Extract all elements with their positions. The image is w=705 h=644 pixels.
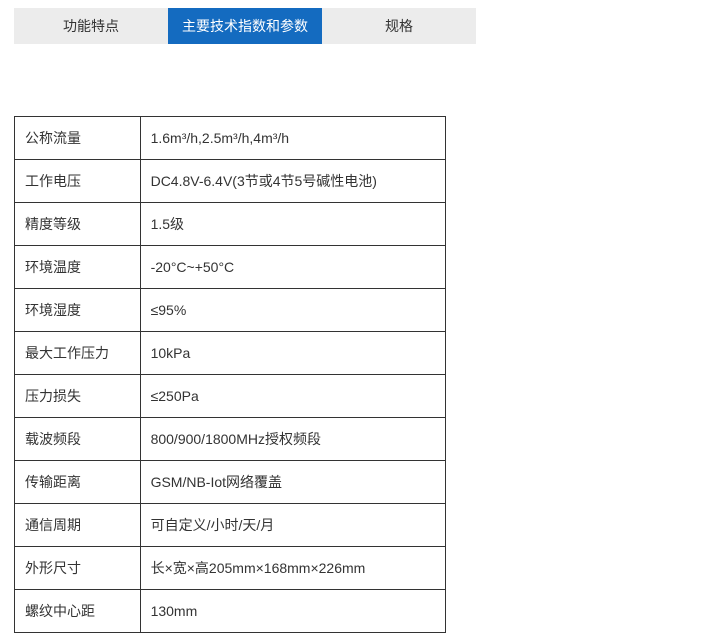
spec-value: ≤250Pa [140, 375, 445, 418]
table-row: 公称流量1.6m³/h,2.5m³/h,4m³/h [15, 117, 446, 160]
table-row: 最大工作压力10kPa [15, 332, 446, 375]
spec-value: 可自定义/小时/天/月 [140, 504, 445, 547]
spec-label: 传输距离 [15, 461, 141, 504]
tab-bar: 功能特点 主要技术指数和参数 规格 [14, 8, 691, 44]
spec-value: -20°C~+50°C [140, 246, 445, 289]
spec-label: 精度等级 [15, 203, 141, 246]
spec-value: 10kPa [140, 332, 445, 375]
table-row: 环境湿度≤95% [15, 289, 446, 332]
spec-value: ≤95% [140, 289, 445, 332]
table-row: 载波频段800/900/1800MHz授权频段 [15, 418, 446, 461]
spec-value: 长×宽×高205mm×168mm×226mm [140, 547, 445, 590]
spec-value: DC4.8V-6.4V(3节或4节5号碱性电池) [140, 160, 445, 203]
spec-label: 最大工作压力 [15, 332, 141, 375]
table-row: 精度等级1.5级 [15, 203, 446, 246]
spec-table-body: 公称流量1.6m³/h,2.5m³/h,4m³/h工作电压DC4.8V-6.4V… [15, 117, 446, 633]
spec-value: 1.6m³/h,2.5m³/h,4m³/h [140, 117, 445, 160]
spec-label: 载波频段 [15, 418, 141, 461]
spec-value: 130mm [140, 590, 445, 633]
spec-table: 公称流量1.6m³/h,2.5m³/h,4m³/h工作电压DC4.8V-6.4V… [14, 116, 446, 633]
spec-label: 外形尺寸 [15, 547, 141, 590]
tab-dimensions[interactable]: 规格 [322, 8, 476, 44]
spec-label: 工作电压 [15, 160, 141, 203]
table-row: 压力损失≤250Pa [15, 375, 446, 418]
table-row: 外形尺寸长×宽×高205mm×168mm×226mm [15, 547, 446, 590]
table-row: 螺纹中心距130mm [15, 590, 446, 633]
table-row: 传输距离GSM/NB-Iot网络覆盖 [15, 461, 446, 504]
spec-label: 通信周期 [15, 504, 141, 547]
spec-label: 压力损失 [15, 375, 141, 418]
spec-label: 环境湿度 [15, 289, 141, 332]
spec-value: 800/900/1800MHz授权频段 [140, 418, 445, 461]
tab-specs[interactable]: 主要技术指数和参数 [168, 8, 322, 44]
tab-features[interactable]: 功能特点 [14, 8, 168, 44]
spec-value: GSM/NB-Iot网络覆盖 [140, 461, 445, 504]
table-row: 工作电压DC4.8V-6.4V(3节或4节5号碱性电池) [15, 160, 446, 203]
spec-label: 环境温度 [15, 246, 141, 289]
spec-label: 螺纹中心距 [15, 590, 141, 633]
table-row: 通信周期可自定义/小时/天/月 [15, 504, 446, 547]
spec-label: 公称流量 [15, 117, 141, 160]
spec-value: 1.5级 [140, 203, 445, 246]
table-row: 环境温度-20°C~+50°C [15, 246, 446, 289]
